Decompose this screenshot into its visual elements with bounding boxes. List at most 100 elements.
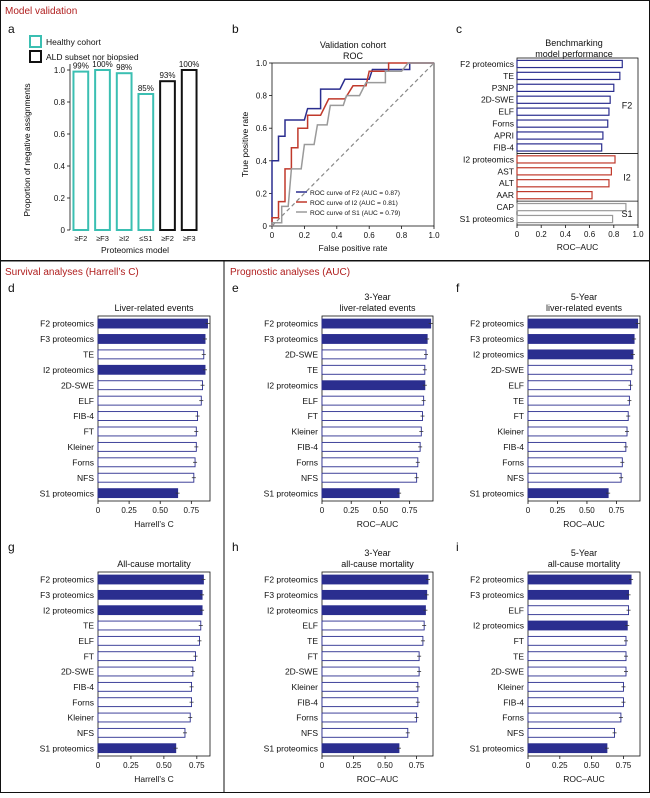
d-category-label: Kleiner: [68, 442, 95, 452]
f-bar: [527, 380, 632, 391]
b-legend-item: ROC curve of F2 (AUC = 0.87): [310, 190, 400, 197]
i-category-label: F2 proteomics: [470, 575, 524, 585]
g-bar: [97, 589, 203, 600]
i-title: all-cause mortality: [548, 559, 621, 569]
c-bar: [516, 202, 627, 212]
a-y-tick-label: 0.4: [54, 162, 66, 171]
panel-letter-a: a: [8, 22, 15, 36]
i-bar: [527, 635, 627, 646]
panel-letter-i: i: [456, 540, 459, 554]
c-group-label: I2: [623, 172, 631, 182]
a-x-tick-label: ≥F2: [161, 234, 174, 243]
i-category-label: Kleiner: [498, 682, 525, 692]
a-x-tick-label: ≥I2: [119, 234, 129, 243]
b-x-tick-label: 0.4: [331, 231, 343, 240]
f-category-label: FT: [514, 411, 524, 421]
i-x-tick-label: 0.50: [584, 761, 600, 770]
g-category-label: ELF: [78, 636, 94, 646]
i-x-tick-label: 0.25: [552, 761, 568, 770]
i-category-label: F3 proteomics: [470, 590, 524, 600]
c-title: model performance: [535, 49, 613, 59]
f-x-tick-label: 0.25: [550, 506, 566, 515]
c-bar: [516, 119, 609, 128]
e-category-label: S1 proteomics: [264, 488, 318, 498]
f-category-label: F3 proteomics: [470, 334, 524, 344]
g-bar: [97, 697, 193, 708]
d-x-label: Harrell’s C: [134, 519, 174, 529]
f-bar: [527, 411, 629, 421]
a-y-tick-label: 0: [61, 226, 66, 235]
h-category-label: FIB-4: [297, 697, 318, 707]
i-bar: [527, 651, 627, 662]
b-y-tick-label: 0.6: [256, 124, 268, 133]
i-bar: [527, 727, 615, 738]
f-plot-frame: [527, 315, 641, 502]
c-x-tick-label: 0.4: [560, 230, 572, 239]
c-bar: [516, 191, 593, 200]
f-category-label: F2 proteomics: [470, 319, 524, 329]
a-y-tick-label: 0.2: [54, 194, 66, 203]
f-bar: [527, 441, 627, 452]
g-x-tick-label: 0.50: [156, 761, 172, 770]
g-category-label: NFS: [77, 728, 94, 738]
e-x-label: ROC–AUC: [357, 519, 399, 529]
a-bar-label: 85%: [138, 84, 154, 93]
g-bar: [97, 727, 186, 738]
i-category-label: NFS: [507, 728, 524, 738]
i-bar: [527, 697, 624, 708]
f-bar: [527, 426, 628, 437]
f-category-label: 2D-SWE: [491, 365, 524, 375]
c-category-label: ALT: [499, 178, 514, 188]
f-x-tick-label: 0.75: [609, 506, 625, 515]
d-title: Liver-related events: [114, 303, 194, 313]
a-bar: [72, 70, 90, 231]
e-bar: [321, 441, 421, 452]
h-category-label: NFS: [301, 728, 318, 738]
b-x-tick-label: 0.2: [299, 231, 311, 240]
d-bar: [97, 349, 205, 360]
c-title: Benchmarking: [545, 38, 603, 48]
g-category-label: Forns: [72, 697, 94, 707]
b-roc-line-1: [271, 62, 434, 226]
h-category-label: F3 proteomics: [264, 590, 318, 600]
i-bar: [527, 712, 622, 723]
a-legend-healthy: Healthy cohort: [46, 37, 101, 47]
h-bar: [321, 743, 400, 754]
c-bar: [516, 214, 614, 224]
g-category-label: I2 proteomics: [43, 605, 94, 615]
c-group-label: F2: [622, 101, 633, 111]
b-x-tick-label: 0.6: [364, 231, 376, 240]
a-legend-swatch-ald: [29, 50, 42, 63]
b-y-label: True positive rate: [240, 112, 250, 178]
h-bar: [321, 620, 425, 631]
a-x-tick-label: ≥F3: [96, 234, 109, 243]
g-category-label: F2 proteomics: [40, 575, 94, 585]
d-category-label: FIB-4: [73, 411, 94, 421]
a-y-tick-label: 0.6: [54, 130, 66, 139]
i-category-label: S1 proteomics: [470, 743, 524, 753]
i-category-label: FIB-4: [503, 697, 524, 707]
d-x-tick-label: 0.75: [184, 506, 200, 515]
c-category-label: CAP: [497, 202, 515, 212]
h-bar: [321, 635, 424, 646]
panel-letter-c: c: [456, 22, 462, 36]
b-y-tick-label: 0: [263, 222, 268, 231]
f-bar: [527, 457, 623, 468]
b-y-tick-label: 0.8: [256, 92, 268, 101]
section-validation: Model validation: [5, 6, 77, 17]
e-bar: [321, 380, 426, 391]
d-x-tick-label: 0.50: [152, 506, 168, 515]
a-bar: [94, 69, 111, 231]
e-category-label: I2 proteomics: [267, 380, 318, 390]
section-survival: Survival analyses (Harrell’s C): [5, 267, 139, 278]
c-bar: [516, 107, 610, 116]
h-title: 3-Year: [364, 548, 390, 558]
e-bar: [321, 349, 427, 360]
a-bar-label: 98%: [116, 63, 132, 72]
h-x-tick-label: 0: [320, 761, 325, 770]
i-category-label: I2 proteomics: [473, 621, 524, 631]
e-x-tick-label: 0.25: [343, 506, 359, 515]
a-y-label: Proportion of negative assignments: [22, 83, 32, 216]
f-bar: [527, 472, 622, 483]
